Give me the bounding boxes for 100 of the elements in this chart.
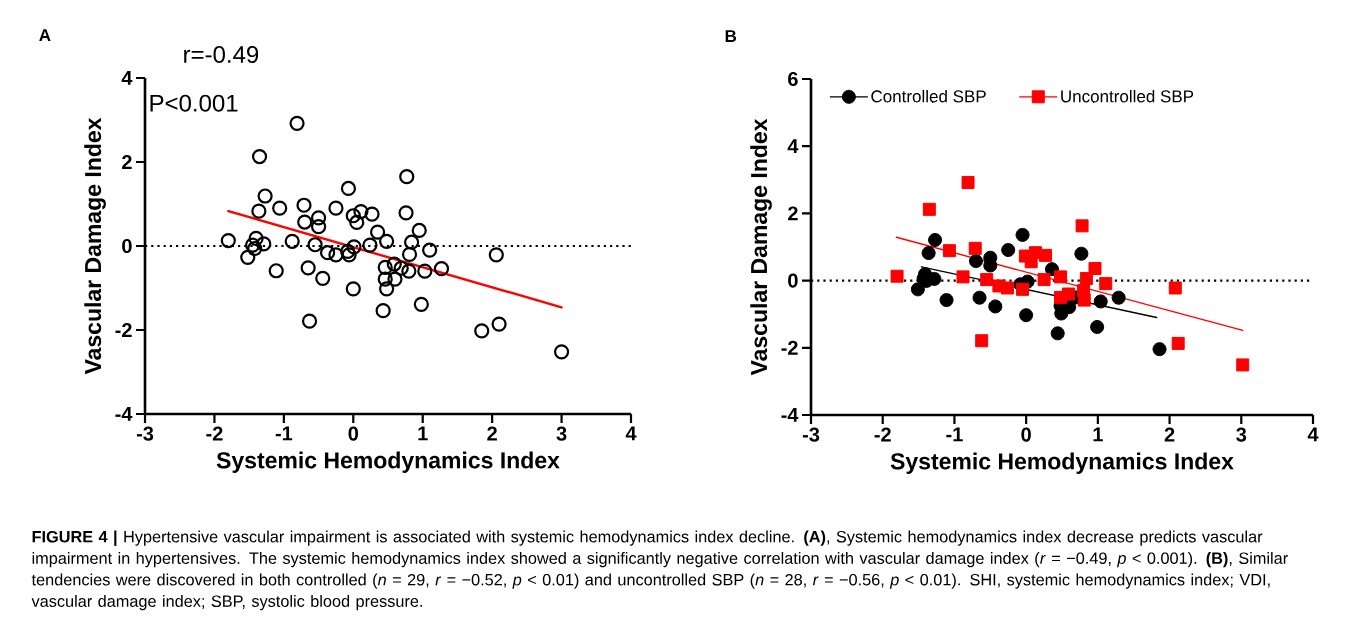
point [307,237,323,253]
point [433,261,450,277]
legend-label: Uncontrolled SBP [1061,89,1194,103]
point [1152,342,1167,357]
x-tick-label: 0 [348,426,359,441]
point [1019,308,1034,323]
point [297,214,313,230]
point [289,115,305,131]
point [346,239,362,255]
point [353,203,369,220]
point [1075,219,1089,233]
point [320,245,336,261]
point [1050,326,1065,341]
point [377,259,393,276]
y-tick-label: 0 [788,273,798,288]
point [387,271,403,287]
point [413,296,429,312]
point [1088,261,1102,275]
point [310,210,327,226]
x-tick-label: -3 [802,427,820,442]
x-axis-title: Systemic Hemodynamics Index [890,452,1234,475]
point [1061,287,1075,301]
x-tick-label: -3 [136,426,154,441]
x-tick-label: -2 [206,426,223,441]
x-tick-label: 4 [1307,427,1319,442]
x-tick-label: 4 [625,426,637,441]
chart-title: B [725,30,737,42]
point [340,243,356,260]
point [328,200,344,216]
point [345,281,361,297]
point [1037,273,1051,287]
point [240,249,256,265]
text: FIGURE 4 | Hypertensive vascular impairment is associated with systemic hemodynamics index decline. (A), Systemic hemodynamics index decrease predicts vascular impairment in hypertensives. The systemic hemodynamics index showed a significantly negative correlation with vascular damage index (r = −0.49, p < 0.001). (B), Similar tendencies were discovered in both controlled (n = 29, r = −0.52, p < 0.01) and uncontrolled SBP (n = 28, r = −0.56, p < 0.01). SHI, systemic hemodynamics index; VDI, vascular damage index; SBP, systolic blood pressure. [31,530,1288,611]
y-tick-label: -2 [115,323,132,337]
point [910,282,925,297]
point [220,232,236,249]
y-tick-label: -2 [781,340,798,355]
point [1099,277,1113,291]
x-tick-label: -1 [275,426,293,441]
point [968,254,983,269]
point [301,313,318,329]
point [362,237,378,253]
y-tick-label: 4 [121,71,133,85]
y-axis-title: Vascular Damage Index [750,118,772,376]
point [247,240,263,257]
point [251,203,267,219]
point [417,263,433,279]
point [956,270,970,284]
point [379,281,395,297]
point [1015,227,1030,242]
y-tick-label: 2 [788,206,798,221]
point [296,197,312,213]
y-tick-label: 4 [787,139,799,154]
point [393,260,409,276]
x-tick-label: -2 [874,427,891,442]
point [1054,270,1068,284]
y-axis-title: Vascular Damage Index [84,117,106,375]
point [1111,290,1126,305]
point [890,269,904,283]
point [968,241,982,255]
point [1236,358,1250,372]
annotation: P<0.001 [150,94,238,112]
point [349,214,365,231]
y-tick-label: 6 [788,71,798,87]
point [411,222,427,239]
point [961,175,975,189]
point [928,232,943,247]
point [1039,248,1053,262]
x-tick-label: 3 [1236,427,1247,442]
point [401,263,417,279]
point [474,323,490,339]
point [315,270,331,286]
text: r=-0.49 [184,45,259,63]
point [1093,294,1108,309]
point [268,263,284,279]
point [379,233,395,249]
point [1168,281,1182,295]
x-tick-label: 1 [418,426,428,441]
point [369,224,386,240]
point [980,273,994,287]
point [942,244,956,258]
point [488,247,504,263]
point [921,246,936,261]
point [398,205,414,221]
point [404,234,420,250]
point [345,208,361,224]
point [364,206,380,222]
x-tick-label: -1 [946,427,963,442]
point [1001,243,1016,258]
point [988,299,1003,314]
point [341,247,357,263]
x-tick-label: 1 [1093,427,1103,442]
point [375,303,391,319]
point [422,242,438,258]
point [284,233,300,249]
x-tick-label: 0 [1021,427,1031,442]
x-tick-label: 2 [1164,427,1175,442]
point [1090,319,1105,334]
y-tick-label: 2 [122,155,132,169]
point [256,236,272,252]
